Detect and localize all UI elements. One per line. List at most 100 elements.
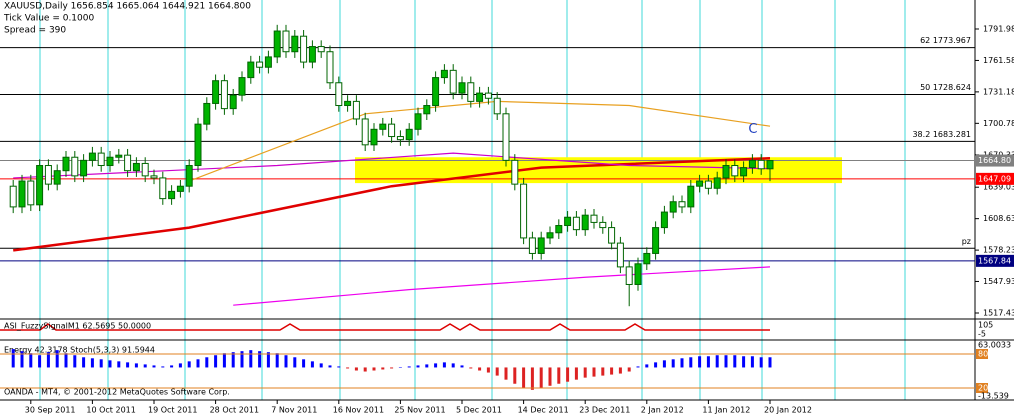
energy-bar (522, 367, 526, 388)
y-tick-label: 1700.78 (983, 119, 1014, 128)
candle-body (256, 61, 264, 68)
energy-bar (469, 367, 473, 369)
candle-body (669, 201, 677, 213)
energy-bar (372, 367, 376, 371)
candle-body (652, 227, 660, 254)
candle-body (62, 156, 70, 172)
candle-body (36, 165, 44, 206)
candle-body (476, 92, 484, 102)
info: Spread = 390 (4, 26, 66, 36)
energy-bar (513, 367, 517, 384)
energy-bar (46, 352, 50, 368)
candle-body (308, 46, 316, 63)
energy-bar (117, 361, 121, 368)
energy-label: 80 (978, 350, 988, 359)
x-tick-label: 11 Jan 2012 (702, 406, 750, 415)
candle-body (757, 159, 765, 170)
level-label: 62 1773.967 (920, 36, 971, 45)
signal-title: ASI_FuzzySignalM1 62.5695 50.0000 (4, 322, 151, 331)
level-label: pz (962, 237, 971, 246)
energy-bar (724, 355, 728, 368)
energy-bar (214, 355, 218, 368)
energy-label: 63.0033 (978, 341, 1011, 350)
candle-body (229, 94, 237, 110)
energy-bar (601, 367, 605, 376)
level-label: 50 1728.624 (920, 83, 971, 92)
candle-body (546, 232, 554, 239)
candle-body (282, 30, 290, 53)
x-tick-label: 2 Jan 2012 (641, 406, 684, 415)
level-label-box (976, 254, 1014, 267)
candle-body (203, 102, 211, 125)
energy-bar (99, 359, 103, 368)
candle-body (432, 77, 440, 107)
energy-bar (706, 356, 710, 368)
candle-body (27, 180, 35, 206)
level-label: 38.2 1683.281 (912, 130, 971, 139)
energy-bar (478, 367, 482, 371)
energy-bar (566, 367, 570, 382)
x-tick-label: 10 Oct 2011 (86, 406, 135, 415)
energy-bar (328, 365, 332, 368)
candle-body (511, 159, 519, 185)
candle-body (564, 216, 572, 227)
candle-body (616, 242, 624, 268)
energy-label: -13.539 (978, 392, 1009, 401)
x-tick-label: 30 Sep 2011 (25, 406, 76, 415)
candle-body (291, 35, 299, 53)
candle-body (414, 113, 422, 130)
candle-body (194, 123, 202, 167)
y-tick-label: 1731.18 (983, 87, 1014, 96)
energy-bar (680, 358, 684, 368)
energy-level-box (976, 383, 988, 393)
energy-label: 20 (978, 384, 988, 393)
energy-bar (20, 351, 24, 368)
candle-body (458, 82, 466, 94)
energy-bar (178, 363, 182, 368)
energy-bar (108, 360, 112, 368)
energy-title: Energy 42.3178 Stoch(5,3,3) 91.5944 (4, 346, 155, 355)
energy-bar (126, 362, 130, 368)
candle-body (502, 113, 510, 161)
signal-label: -5 (978, 330, 986, 339)
candle-body (493, 97, 501, 115)
energy-bar (152, 365, 156, 368)
candle-body (106, 156, 114, 167)
candle-body (696, 180, 704, 187)
energy-bar (662, 360, 666, 368)
candle-body (440, 69, 448, 79)
energy-bar (38, 355, 42, 368)
candle-body (678, 201, 686, 208)
energy-bar (319, 363, 323, 368)
energy-bar (29, 353, 33, 368)
energy-bar (548, 367, 552, 386)
energy-bar (231, 352, 235, 368)
candle-body (660, 211, 668, 229)
candle-body (132, 162, 140, 172)
energy-bar (451, 363, 455, 368)
energy-bar (275, 353, 279, 368)
y-tick-label: 1761.58 (983, 56, 1014, 65)
candle-body (264, 56, 272, 68)
level-label-box (976, 154, 1014, 167)
energy-bar (636, 366, 640, 368)
energy-bar (610, 367, 614, 375)
x-tick-label: 16 Nov 2011 (333, 406, 384, 415)
energy-bar (407, 366, 411, 368)
candle-body (9, 185, 17, 208)
y-tick-label: 1578.23 (983, 246, 1014, 255)
energy-bar (583, 367, 587, 378)
energy-bar (689, 357, 693, 368)
energy-bar (196, 359, 200, 368)
energy-bar (698, 356, 702, 368)
candle-body (44, 165, 52, 185)
x-tick-label: 23 Dec 2011 (579, 406, 630, 415)
energy-bar (742, 356, 746, 368)
candle-body (352, 100, 360, 120)
y-tick-label: 1639.03 (983, 183, 1014, 192)
annotation: C (748, 122, 757, 137)
energy-bar (266, 352, 270, 368)
chart-title: XAUUSD,Daily 1656.854 1665.064 1644.921 … (4, 2, 251, 12)
